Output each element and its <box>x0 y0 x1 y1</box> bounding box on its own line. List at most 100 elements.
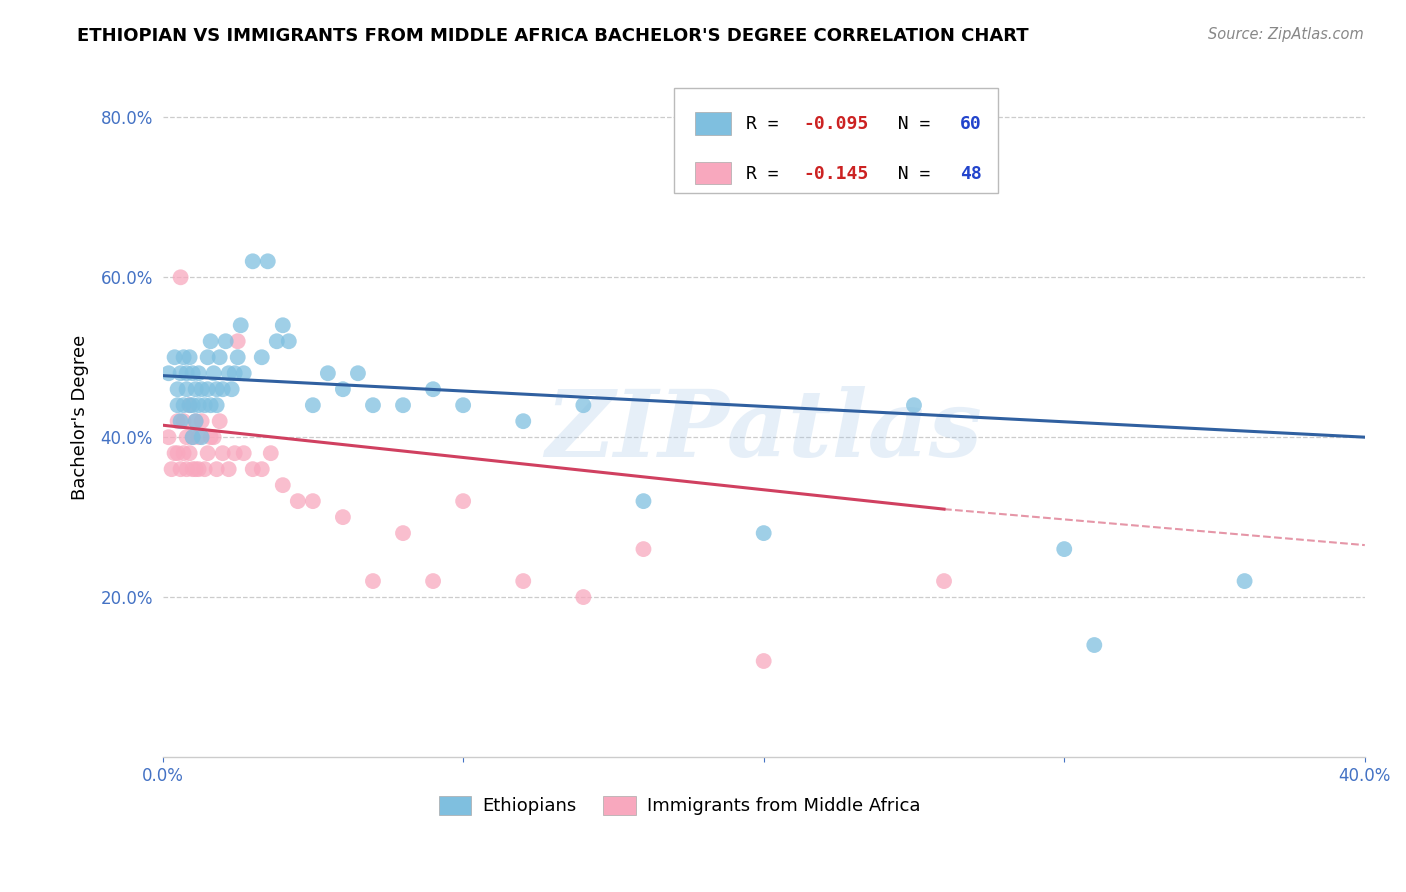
Point <box>1083 638 1105 652</box>
Point <box>179 446 201 460</box>
Text: N =: N = <box>876 165 941 183</box>
Point <box>932 574 955 588</box>
Point <box>242 254 264 268</box>
Point <box>173 414 195 428</box>
FancyBboxPatch shape <box>673 87 998 193</box>
Point <box>181 366 204 380</box>
Point <box>215 334 238 349</box>
Point <box>512 574 534 588</box>
Text: 48: 48 <box>960 165 981 183</box>
Point <box>226 334 249 349</box>
Text: Source: ZipAtlas.com: Source: ZipAtlas.com <box>1208 27 1364 42</box>
Point <box>197 350 219 364</box>
Point <box>176 462 198 476</box>
Point <box>169 414 191 428</box>
Point <box>187 430 209 444</box>
Point <box>361 398 384 412</box>
Point <box>184 414 207 428</box>
Point <box>218 366 240 380</box>
Point <box>202 366 225 380</box>
Point <box>160 462 183 476</box>
Point <box>266 334 288 349</box>
Point <box>184 414 207 428</box>
Point <box>179 350 201 364</box>
Text: -0.145: -0.145 <box>803 165 869 183</box>
Point <box>256 254 278 268</box>
Point <box>166 382 188 396</box>
Point <box>169 270 191 285</box>
Point <box>422 574 444 588</box>
Point <box>163 350 186 364</box>
Point <box>1233 574 1256 588</box>
Point <box>181 398 204 412</box>
Point <box>166 398 188 412</box>
Point <box>176 430 198 444</box>
Point <box>157 430 180 444</box>
Point <box>163 446 186 460</box>
Point <box>1053 542 1076 557</box>
Point <box>194 462 217 476</box>
Bar <box>695 161 731 184</box>
Point <box>302 398 325 412</box>
Text: -0.095: -0.095 <box>803 115 869 134</box>
Point <box>250 350 273 364</box>
Point <box>190 430 212 444</box>
Point <box>179 398 201 412</box>
Point <box>302 494 325 508</box>
Point <box>187 398 209 412</box>
Point <box>347 366 370 380</box>
Text: R =: R = <box>745 115 789 134</box>
Point <box>200 398 222 412</box>
Point <box>173 398 195 412</box>
Point <box>205 382 228 396</box>
Point <box>277 334 299 349</box>
Point <box>208 414 231 428</box>
Point <box>287 494 309 508</box>
Point <box>184 382 207 396</box>
Point <box>226 350 249 364</box>
Point <box>332 382 354 396</box>
Point <box>218 462 240 476</box>
Bar <box>695 112 731 135</box>
Point <box>250 462 273 476</box>
Point <box>194 398 217 412</box>
Text: 60: 60 <box>960 115 981 134</box>
Point <box>181 430 204 444</box>
Point <box>633 542 655 557</box>
Point <box>512 414 534 428</box>
Text: ZIPatlas: ZIPatlas <box>546 385 983 475</box>
Point <box>361 574 384 588</box>
Point <box>752 526 775 541</box>
Point <box>181 430 204 444</box>
Point <box>271 318 294 333</box>
Point <box>176 382 198 396</box>
Point <box>221 382 243 396</box>
Point <box>211 382 233 396</box>
Point <box>166 414 188 428</box>
Y-axis label: Bachelor's Degree: Bachelor's Degree <box>72 334 89 500</box>
Point <box>169 462 191 476</box>
Point <box>187 462 209 476</box>
Point <box>169 366 191 380</box>
Point <box>752 654 775 668</box>
Point <box>271 478 294 492</box>
Point <box>392 526 415 541</box>
Point <box>572 398 595 412</box>
Point <box>211 446 233 460</box>
Point <box>260 446 283 460</box>
Point <box>229 318 252 333</box>
Point <box>451 398 474 412</box>
Point <box>316 366 339 380</box>
Point <box>187 366 209 380</box>
Point <box>633 494 655 508</box>
Point <box>205 462 228 476</box>
Point <box>197 382 219 396</box>
Text: R =: R = <box>745 165 789 183</box>
Point <box>232 446 254 460</box>
Point <box>173 350 195 364</box>
Point <box>224 446 246 460</box>
Text: N =: N = <box>876 115 941 134</box>
Legend: Ethiopians, Immigrants from Middle Africa: Ethiopians, Immigrants from Middle Afric… <box>432 789 928 822</box>
Point <box>572 590 595 604</box>
Point <box>242 462 264 476</box>
